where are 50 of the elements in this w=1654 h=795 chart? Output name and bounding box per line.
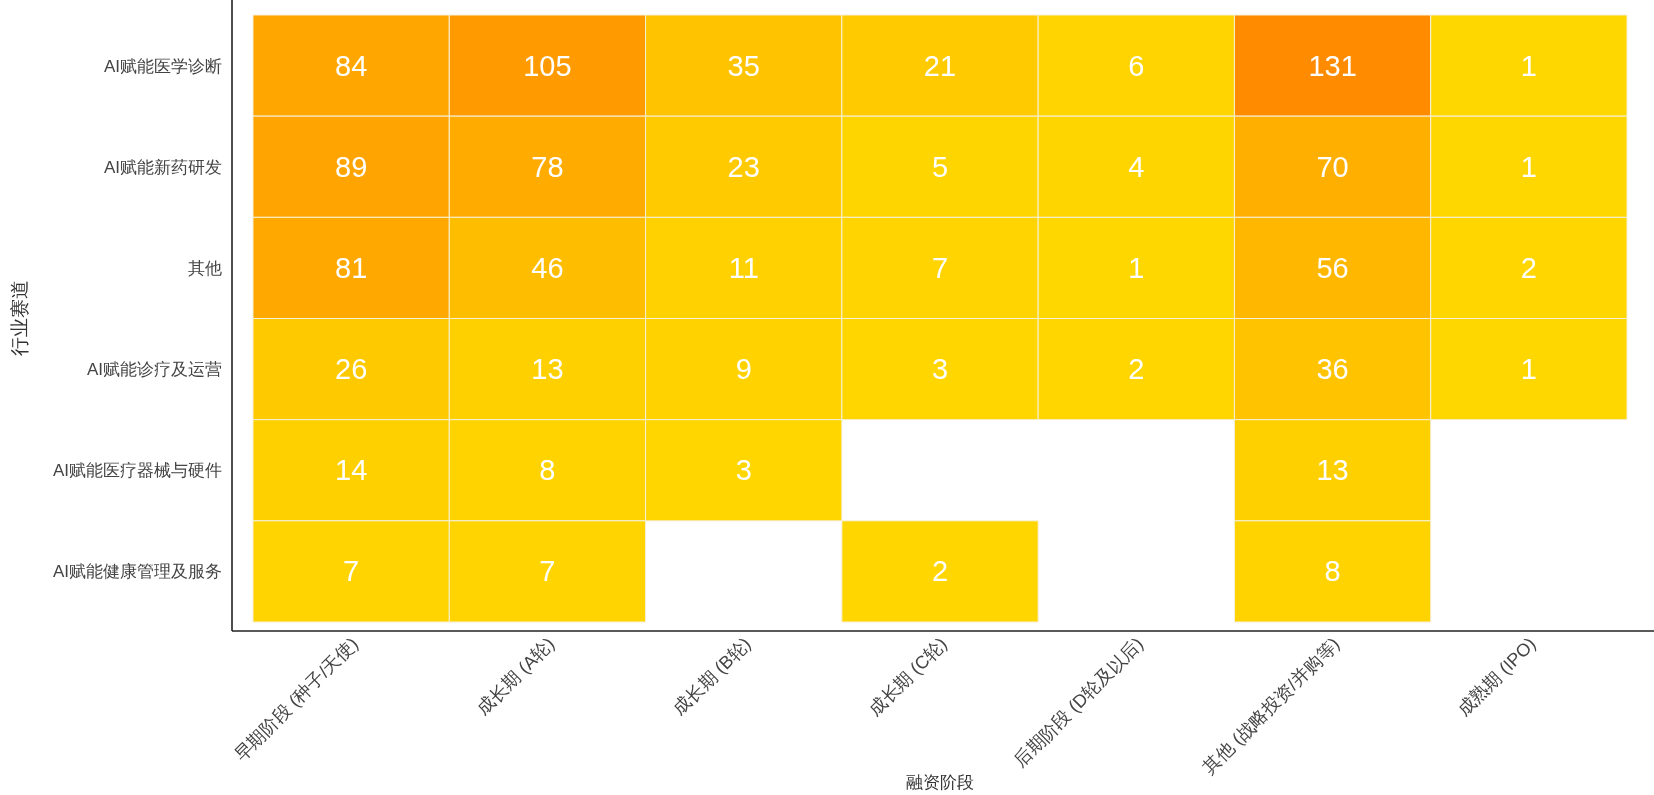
data-label: 7 [539, 555, 556, 588]
y-tick-label: AI赋能医疗器械与硬件 [52, 461, 222, 481]
data-label: 8 [1324, 555, 1341, 588]
data-label: 84 [335, 49, 368, 82]
data-label: 4 [1128, 150, 1145, 183]
data-label: 21 [923, 49, 957, 82]
data-label: 46 [531, 251, 564, 284]
x-axis-title: 融资阶段 [906, 773, 974, 792]
data-label: 78 [531, 150, 564, 183]
data-label: 1 [1520, 49, 1537, 82]
x-tick-label: 后期阶段 (D轮及以后) [1009, 633, 1148, 771]
y-tick-label: AI赋能医学诊断 [103, 56, 222, 76]
data-label: 9 [735, 353, 752, 386]
data-label: 26 [335, 353, 368, 386]
data-label: 13 [531, 353, 564, 386]
data-label: 2 [1128, 353, 1145, 386]
data-label: 11 [728, 251, 759, 284]
data-label: 131 [1308, 49, 1357, 82]
data-label: 89 [335, 150, 368, 183]
data-label: 1 [1128, 251, 1145, 284]
data-label: 23 [727, 150, 760, 183]
x-tick-label: 早期阶段 (种子/天使) [230, 633, 362, 766]
data-label: 56 [1316, 251, 1349, 284]
x-tick-label: 成长期 (A轮) [472, 633, 559, 720]
data-label: 70 [1316, 150, 1349, 183]
data-label: 3 [931, 353, 949, 386]
data-label: 7 [343, 555, 360, 588]
y-axis-title: 行业赛道 [9, 280, 30, 356]
data-label: 105 [523, 49, 572, 82]
data-label: 13 [1316, 454, 1349, 487]
data-label: 2 [931, 555, 949, 588]
data-label: 2 [1520, 251, 1537, 284]
x-tick-label: 其他 (战略投资/并购等) [1199, 633, 1344, 778]
y-tick-label: 其他 [188, 258, 222, 278]
data-label: 35 [727, 49, 760, 82]
data-label: 1 [1520, 150, 1537, 183]
data-label: 81 [335, 251, 368, 284]
data-label: 36 [1316, 353, 1349, 386]
data-label: 8 [539, 454, 556, 487]
x-tick-label: 成长期 (C轮) [864, 633, 951, 720]
data-label: 14 [335, 454, 368, 487]
y-tick-label: AI赋能健康管理及服务 [52, 562, 222, 582]
data-label: 1 [1520, 353, 1537, 386]
y-tick-label: AI赋能新药研发 [103, 157, 222, 177]
x-tick-label: 成长期 (B轮) [668, 633, 755, 720]
data-label: 5 [931, 150, 949, 183]
data-label: 6 [1128, 49, 1145, 82]
data-label: 7 [931, 251, 949, 284]
data-label: 3 [735, 454, 752, 487]
y-tick-label: AI赋能诊疗及运营 [86, 360, 222, 380]
